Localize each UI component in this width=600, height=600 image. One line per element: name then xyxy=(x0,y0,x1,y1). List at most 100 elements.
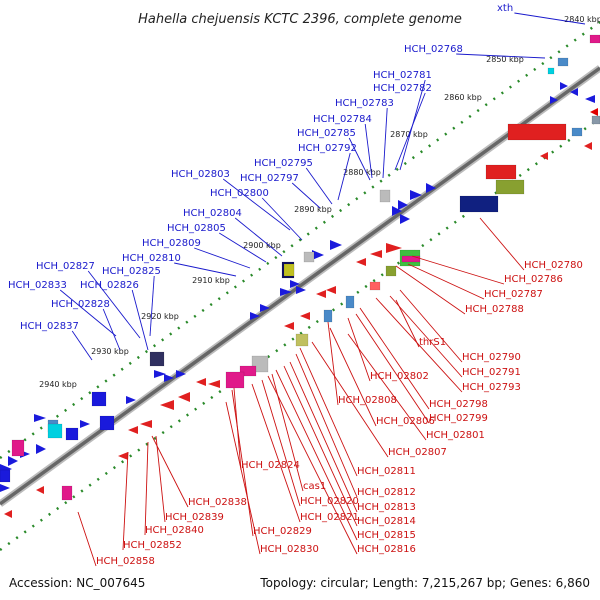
gene-label-hch-02827[interactable]: HCH_02827 xyxy=(36,261,95,272)
gene-feature[interactable] xyxy=(296,286,306,294)
gene-feature[interactable] xyxy=(330,240,342,250)
gene-feature[interactable] xyxy=(178,392,190,402)
gene-feature[interactable] xyxy=(326,286,336,294)
gene-feature[interactable] xyxy=(312,250,324,260)
gene-feature[interactable] xyxy=(379,189,391,203)
gene-label-hch-02805[interactable]: HCH_02805 xyxy=(167,223,226,234)
gene-feature[interactable] xyxy=(550,96,558,104)
gene-label-hch-02768[interactable]: HCH_02768 xyxy=(404,44,463,55)
gene-feature[interactable] xyxy=(164,374,174,382)
gene-feature[interactable] xyxy=(290,280,300,288)
gene-feature[interactable] xyxy=(250,312,260,320)
gene-label-hch-02816[interactable]: HCH_02816 xyxy=(357,544,416,555)
gene-label-hch-02808[interactable]: HCH_02808 xyxy=(338,395,397,406)
gene-feature[interactable] xyxy=(386,243,402,253)
gene-label-hch-02788[interactable]: HCH_02788 xyxy=(465,304,524,315)
gene-label-hch-02852[interactable]: HCH_02852 xyxy=(123,540,182,551)
gene-feature[interactable] xyxy=(0,484,10,492)
gene-feature[interactable] xyxy=(47,423,63,439)
gene-label-hch-02786[interactable]: HCH_02786 xyxy=(504,274,563,285)
gene-label-hch-02825[interactable]: HCH_02825 xyxy=(102,266,161,277)
gene-label-hch-02813[interactable]: HCH_02813 xyxy=(357,502,416,513)
gene-feature[interactable] xyxy=(585,95,595,103)
gene-feature[interactable] xyxy=(584,142,592,150)
gene-label-hch-02780[interactable]: HCH_02780 xyxy=(524,260,583,271)
gene-label-hch-02807[interactable]: HCH_02807 xyxy=(388,447,447,458)
gene-feature[interactable] xyxy=(196,378,206,386)
gene-feature[interactable] xyxy=(65,427,79,441)
gene-label-hch-02806[interactable]: HCH_02806 xyxy=(376,416,435,427)
gene-feature[interactable] xyxy=(303,251,315,263)
gene-label-xth[interactable]: xth xyxy=(497,3,513,14)
gene-feature[interactable] xyxy=(589,34,600,44)
gene-feature[interactable] xyxy=(345,295,355,309)
gene-label-hch-02810[interactable]: HCH_02810 xyxy=(122,253,181,264)
gene-feature[interactable] xyxy=(370,250,382,258)
gene-label-hch-02800[interactable]: HCH_02800 xyxy=(210,188,269,199)
gene-label-hch-02799[interactable]: HCH_02799 xyxy=(429,413,488,424)
gene-feature[interactable] xyxy=(126,396,136,404)
gene-feature[interactable] xyxy=(570,88,578,96)
gene-label-hch-02803[interactable]: HCH_02803 xyxy=(171,169,230,180)
gene-feature[interactable] xyxy=(91,391,107,407)
gene-feature[interactable] xyxy=(0,469,11,483)
gene-label-hch-02781[interactable]: HCH_02781 xyxy=(373,70,432,81)
gene-label-hch-02797[interactable]: HCH_02797 xyxy=(240,173,299,184)
gene-feature[interactable] xyxy=(398,200,408,210)
gene-label-hch-02795[interactable]: HCH_02795 xyxy=(254,158,313,169)
gene-feature[interactable] xyxy=(392,206,402,216)
gene-feature[interactable] xyxy=(80,420,90,428)
gene-feature[interactable] xyxy=(4,510,12,518)
gene-label-hch-02815[interactable]: HCH_02815 xyxy=(357,530,416,541)
gene-feature[interactable] xyxy=(295,333,309,347)
gene-feature[interactable] xyxy=(284,322,294,330)
gene-label-hch-02802[interactable]: HCH_02802 xyxy=(370,371,429,382)
gene-label-hch-02826[interactable]: HCH_02826 xyxy=(80,280,139,291)
gene-feature[interactable] xyxy=(369,281,381,291)
gene-label-hch-02801[interactable]: HCH_02801 xyxy=(426,430,485,441)
gene-feature[interactable] xyxy=(36,486,44,494)
gene-label-hch-02782[interactable]: HCH_02782 xyxy=(373,83,432,94)
gene-feature[interactable] xyxy=(34,414,46,422)
gene-feature[interactable] xyxy=(410,190,422,200)
gene-label-hch-02821[interactable]: HCH_02821 xyxy=(300,512,359,523)
gene-feature[interactable] xyxy=(140,420,152,428)
gene-feature[interactable] xyxy=(283,263,295,277)
gene-feature[interactable] xyxy=(280,288,292,296)
gene-label-hch-02858[interactable]: HCH_02858 xyxy=(96,556,155,567)
gene-label-hch-02829[interactable]: HCH_02829 xyxy=(253,526,312,537)
gene-label-hch-02828[interactable]: HCH_02828 xyxy=(51,299,110,310)
gene-feature[interactable] xyxy=(495,179,525,195)
gene-label-hch-02793[interactable]: HCH_02793 xyxy=(462,382,521,393)
gene-feature[interactable] xyxy=(401,255,421,263)
gene-feature[interactable] xyxy=(547,67,555,75)
gene-label-hch-02824[interactable]: HCH_02824 xyxy=(241,460,300,471)
gene-feature[interactable] xyxy=(160,400,174,410)
gene-feature[interactable] xyxy=(426,183,436,193)
gene-feature[interactable] xyxy=(485,164,517,180)
gene-feature[interactable] xyxy=(149,351,165,367)
gene-feature[interactable] xyxy=(118,452,128,460)
gene-feature[interactable] xyxy=(400,214,410,224)
gene-label-hch-02804[interactable]: HCH_02804 xyxy=(183,208,242,219)
gene-feature[interactable] xyxy=(225,371,245,389)
gene-feature[interactable] xyxy=(11,439,25,457)
gene-feature[interactable] xyxy=(507,123,567,141)
gene-label-hch-02839[interactable]: HCH_02839 xyxy=(165,512,224,523)
gene-label-hch-02784[interactable]: HCH_02784 xyxy=(313,114,372,125)
gene-feature[interactable] xyxy=(316,290,326,298)
gene-feature[interactable] xyxy=(208,380,220,388)
gene-feature[interactable] xyxy=(154,370,166,378)
gene-label-hch-02791[interactable]: HCH_02791 xyxy=(462,367,521,378)
gene-feature[interactable] xyxy=(571,127,583,137)
gene-label-hch-02833[interactable]: HCH_02833 xyxy=(8,280,67,291)
gene-feature[interactable] xyxy=(459,195,499,213)
gene-label-hch-02809[interactable]: HCH_02809 xyxy=(142,238,201,249)
gene-label-hch-02792[interactable]: HCH_02792 xyxy=(298,143,357,154)
gene-feature[interactable] xyxy=(36,444,46,454)
gene-label-hch-02814[interactable]: HCH_02814 xyxy=(357,516,416,527)
gene-label-hch-02785[interactable]: HCH_02785 xyxy=(297,128,356,139)
gene-label-hch-02790[interactable]: HCH_02790 xyxy=(462,352,521,363)
gene-label-thrs1[interactable]: thrS1 xyxy=(419,337,446,348)
gene-feature[interactable] xyxy=(591,115,600,125)
